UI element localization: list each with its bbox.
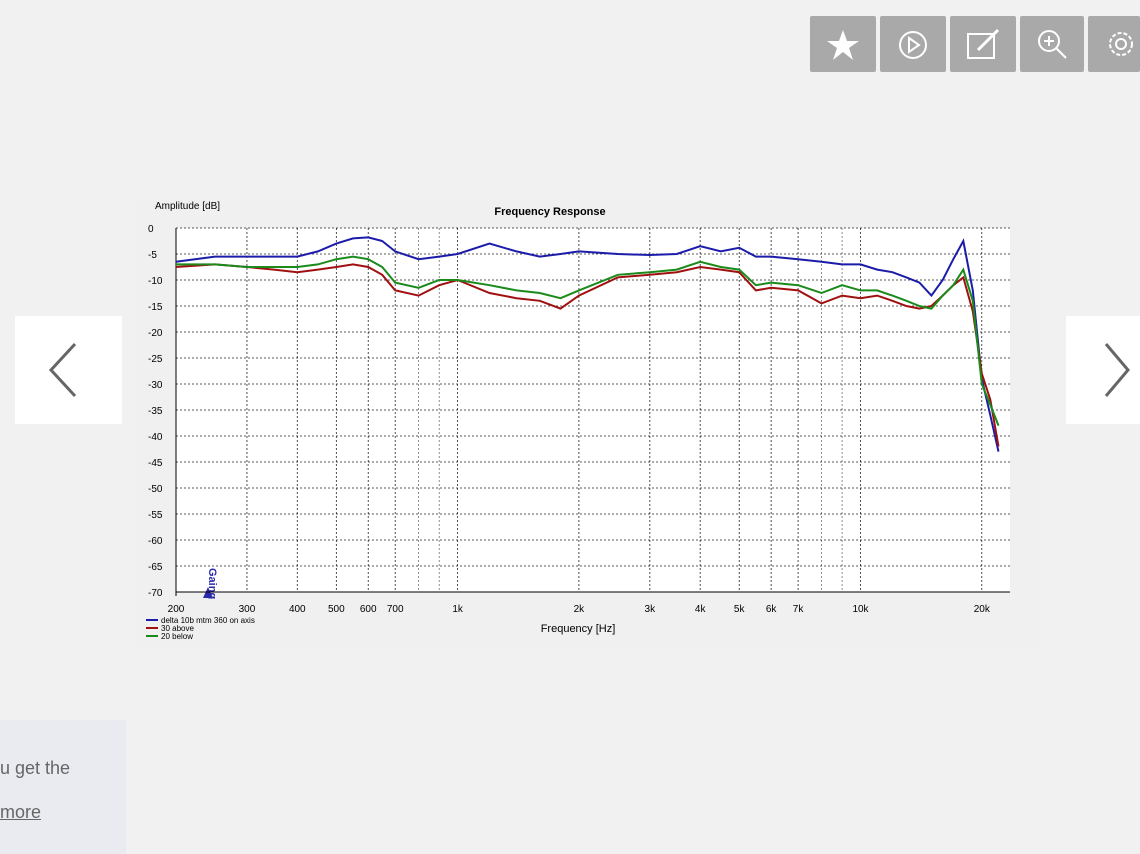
legend-label: 30 above (161, 624, 194, 633)
y-axis-label: Amplitude [dB] (155, 201, 220, 212)
chart-title: Frequency Response (494, 206, 605, 218)
y-tick-label: -15 (148, 302, 163, 313)
series-line (175, 263, 1000, 447)
x-tick-label: 2k (574, 604, 586, 615)
icon (1104, 343, 1130, 397)
notice-text: u get the (0, 758, 71, 778)
y-tick-label: -5 (148, 250, 157, 261)
notice-link[interactable]: more (0, 802, 42, 822)
x-tick-label: 6k (766, 604, 778, 615)
y-tick-label: -10 (148, 276, 163, 287)
x-tick-label: 1k (452, 604, 464, 615)
y-tick-label: -25 (148, 354, 163, 365)
legend-label: delta 10b mtm 360 on axis (161, 616, 255, 625)
icon (967, 28, 1000, 59)
y-tick-label: 0 (148, 224, 154, 235)
y-tick-label: -55 (148, 510, 163, 521)
settings-button[interactable] (1088, 16, 1140, 72)
y-tick-label: -20 (148, 328, 163, 339)
icon (827, 30, 859, 60)
x-axis-label: Frequency [Hz] (541, 623, 616, 635)
next-button[interactable] (1066, 316, 1140, 424)
y-tick-label: -65 (148, 562, 163, 573)
edit-button[interactable] (950, 16, 1016, 72)
x-tick-label: 400 (289, 604, 306, 615)
icon (1109, 32, 1133, 56)
play-button[interactable] (880, 16, 946, 72)
x-tick-label: 700 (387, 604, 404, 615)
x-tick-label: 500 (328, 604, 345, 615)
zoom-button[interactable] (1020, 16, 1084, 72)
legend-label: 20 below (161, 632, 193, 641)
icon (1038, 30, 1067, 59)
y-tick-label: -35 (148, 406, 163, 417)
prev-button[interactable] (15, 316, 122, 424)
icon (899, 31, 927, 59)
y-tick-label: -60 (148, 536, 163, 547)
x-tick-label: 200 (168, 604, 185, 615)
series-line (175, 236, 1000, 452)
y-tick-label: -45 (148, 458, 163, 469)
x-tick-label: 300 (239, 604, 256, 615)
icon (48, 342, 77, 398)
x-tick-label: 4k (695, 604, 707, 615)
x-tick-label: 7k (793, 604, 805, 615)
y-tick-label: -70 (148, 588, 163, 599)
series-line (176, 255, 1000, 426)
cookie-notice: u get the more (0, 720, 126, 854)
y-tick-label: -40 (148, 432, 163, 443)
x-tick-label: 10k (852, 604, 869, 615)
favorite-button[interactable] (810, 16, 876, 72)
y-tick-label: -50 (148, 484, 163, 495)
x-tick-label: 600 (360, 604, 377, 615)
y-tick-label: -30 (148, 380, 163, 391)
x-tick-label: 20k (974, 604, 991, 615)
x-tick-label: 3k (645, 604, 657, 615)
x-tick-label: 5k (734, 604, 746, 615)
